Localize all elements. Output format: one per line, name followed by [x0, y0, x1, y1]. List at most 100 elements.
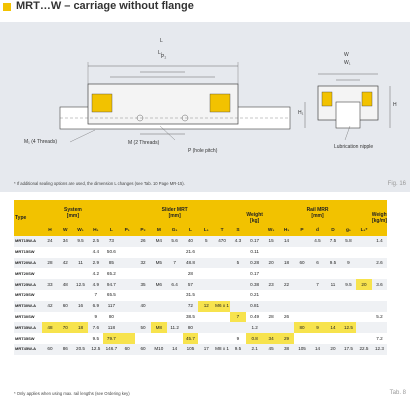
table-cell: [119, 279, 136, 290]
table-cell: 0.38: [245, 279, 264, 290]
table-cell: 9: [309, 322, 326, 334]
table-cell: [309, 300, 326, 312]
col-slider-header: Slider MRT [mm]: [103, 200, 246, 226]
table-cell: 60: [57, 300, 73, 312]
table-cell: [72, 333, 89, 344]
table-cell: 7.2: [371, 333, 388, 344]
table-cell: [150, 246, 167, 258]
sub-header-cell: H: [42, 226, 58, 236]
table-cell: 17.5: [340, 343, 357, 355]
sub-header-cell: H₁: [88, 226, 104, 236]
table-row: MRT30W-A 42 60 16 6.9 117 40 72 12 M6 x 1 0.81: [14, 300, 406, 312]
table-cell: [214, 333, 230, 344]
table-cell: 26: [278, 311, 295, 323]
table-cell: [309, 268, 326, 280]
table-cell: 7: [88, 289, 104, 301]
table-cell: 117: [103, 300, 120, 312]
table-cell: [229, 279, 246, 290]
sub-header-cell: W: [57, 226, 73, 236]
table-cell: 12.5: [72, 279, 89, 290]
table-cell: 57: [182, 279, 199, 290]
table-cell: 94.7: [103, 279, 120, 290]
spec-table: Type System [mm] Slider MRT [mm] Weight …: [14, 200, 406, 355]
table-cell: [119, 268, 136, 280]
figure-number: Fig. 16: [387, 181, 406, 187]
table-cell: [278, 246, 295, 258]
table-cell: 118: [103, 322, 120, 334]
table-cell: 21.6: [182, 246, 199, 258]
table-cell: 80: [103, 311, 120, 323]
table-cell: [325, 333, 341, 344]
sub-header-cell: L: [182, 226, 199, 236]
table-cell: [214, 322, 230, 334]
table-cell: 42: [42, 300, 58, 312]
table-footnote: * Only applies when using max. rail leng…: [14, 391, 130, 396]
table-cell: 12: [198, 300, 215, 312]
table-cell: 5.2: [371, 311, 388, 323]
table-cell: [214, 246, 230, 258]
table-cell: 12.3: [371, 343, 388, 355]
table-cell: [340, 289, 357, 301]
table-cell: 4.5: [309, 236, 326, 247]
table-cell: 79.7: [103, 333, 120, 344]
table-cell: [198, 289, 215, 301]
table-cell: 12.5: [88, 343, 104, 355]
dim-label-p2: P₂: [161, 54, 167, 60]
header-bar: MRT…W – carriage without flange: [0, 0, 410, 16]
table-cell: [42, 268, 58, 280]
table-cell: [356, 257, 372, 269]
table-row: MRT25W-A 33 48 12.5 4.9 94.7 35 M6 6.4 57 0.38 23 22…: [14, 279, 406, 290]
table-cell: 38: [278, 343, 295, 355]
table-cell: [119, 311, 136, 323]
row-type-cell: MRT30SW: [14, 311, 43, 323]
table-cell: 14: [309, 343, 326, 355]
table-cell: [356, 289, 372, 301]
sub-header-cell: P₁: [119, 226, 136, 236]
table-cell: [214, 257, 230, 269]
table-cell: [294, 279, 310, 290]
sub-header-cell: L₁: [198, 226, 215, 236]
table-cell: 0.8: [245, 333, 264, 344]
table-cell: 48.8: [182, 257, 199, 269]
table-cell: 4.9: [88, 279, 104, 290]
table-cell: 9.5: [72, 236, 89, 247]
table-cell: [166, 300, 183, 312]
table-cell: [340, 311, 357, 323]
table-cell: 3.6: [371, 279, 388, 290]
table-cell: 1.4: [371, 236, 388, 247]
table-cell: 23: [263, 279, 279, 290]
table-row: MRT30SW 9 80 38.5 7 0.49 28 26 5.2: [14, 311, 406, 323]
table-cell: 9: [229, 333, 246, 344]
table-cell: [309, 289, 326, 301]
table-cell: 2.9: [88, 257, 104, 269]
row-type-cell: MRT20SW: [14, 268, 43, 280]
table-cell: [214, 279, 230, 290]
table-cell: 86: [57, 343, 73, 355]
sub-header-cell: L: [103, 226, 120, 236]
table-cell: 9: [340, 257, 357, 269]
table-cell: [325, 268, 341, 280]
table-cell: [371, 268, 388, 280]
table-cell: 7.5: [325, 236, 341, 247]
table-cell: 4.2: [88, 268, 104, 280]
table-cell: [198, 246, 215, 258]
table-cell: [119, 300, 136, 312]
table-cell: [340, 246, 357, 258]
table-cell: 20: [325, 343, 341, 355]
sub-header-cell: S: [229, 226, 246, 236]
table-cell: 146.7: [103, 343, 120, 355]
table-cell: [214, 268, 230, 280]
table-cell: 80: [182, 322, 199, 334]
table-cell: M6: [150, 279, 167, 290]
table-cell: 0.49: [245, 311, 264, 323]
table-cell: [72, 289, 89, 301]
row-type-cell: MRT20W-A: [14, 257, 43, 269]
row-type-cell: MRT15SW: [14, 246, 43, 258]
sub-header-cell: L₁*: [356, 226, 372, 236]
sub-header-cell: W₁: [263, 226, 279, 236]
table-cell: 31.5: [182, 289, 199, 301]
table-cell: 80: [294, 322, 310, 334]
technical-drawing: L L₁ P₂ M₁ (4 Threads) M (2 Threads) P (…: [0, 22, 410, 192]
table-cell: [150, 268, 167, 280]
